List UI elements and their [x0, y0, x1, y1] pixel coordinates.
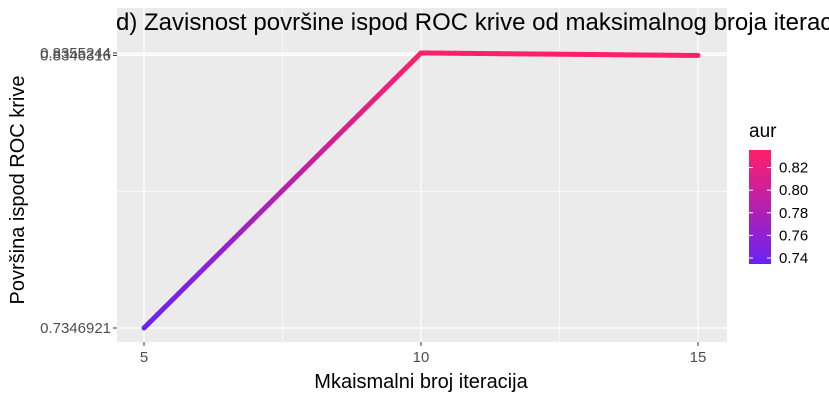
- legend-label: 0.82: [779, 160, 808, 177]
- legend-label: 0.78: [779, 205, 808, 222]
- plot-panel: [117, 8, 727, 342]
- y-tick-label: 0.7346921: [40, 320, 111, 337]
- series-line: [141, 50, 701, 331]
- legend-label: 0.76: [779, 227, 808, 244]
- x-tick-label: 10: [413, 349, 430, 366]
- y-axis-title: Površina ispod ROC krive: [7, 76, 29, 305]
- x-tick-label: 15: [690, 349, 707, 366]
- legend-title: aur: [749, 121, 777, 142]
- x-axis-title: Mkaismalni broj iteracija: [314, 371, 528, 393]
- y-tick-label: 0.8346316: [40, 47, 111, 64]
- panel-background: [117, 8, 727, 342]
- color-legend: 0.74 0.76 0.78 0.80 0.82: [749, 150, 808, 267]
- legend-label: 0.80: [779, 182, 808, 199]
- x-tick-label: 5: [140, 349, 148, 366]
- legend-label: 0.74: [779, 250, 808, 267]
- colorbar: [749, 150, 771, 264]
- chart-title: d) Zavisnost površine ispod ROC krive od…: [116, 9, 829, 36]
- y-tick-label: 0.8355244: [40, 45, 111, 62]
- x-axis-ticks: 5 10 15: [140, 342, 707, 366]
